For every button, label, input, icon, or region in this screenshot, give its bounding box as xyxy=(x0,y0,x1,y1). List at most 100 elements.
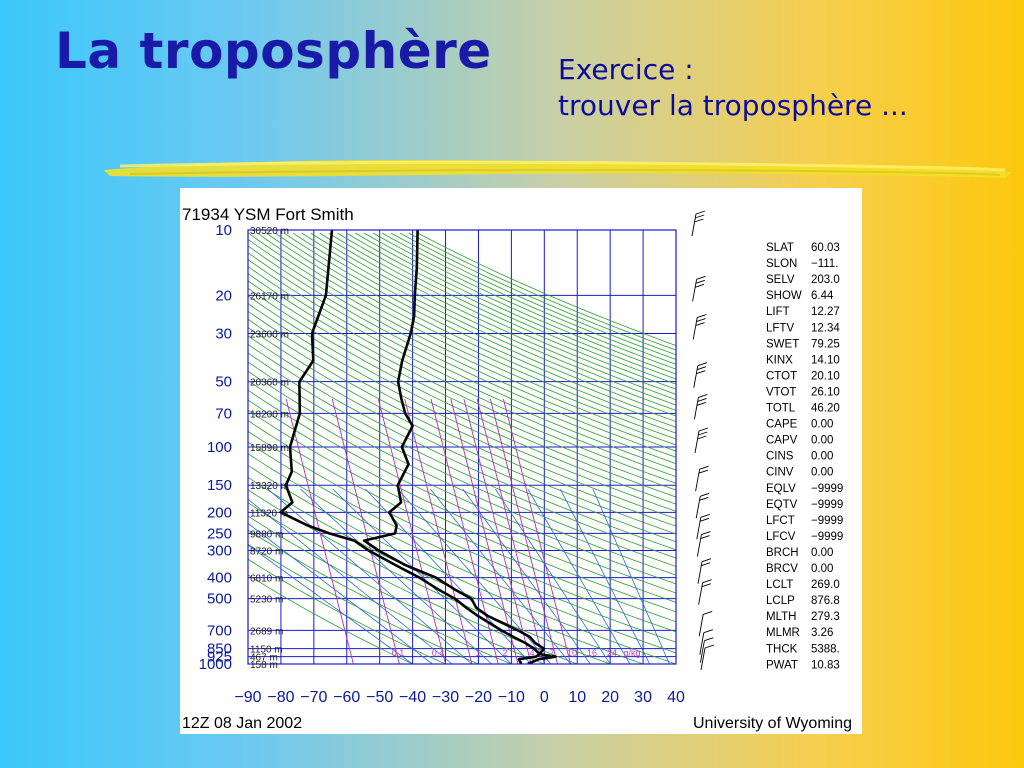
dry-adiabat-line xyxy=(248,273,676,484)
dry-adiabat-line xyxy=(248,361,676,567)
mixing-ratio-label: 16 xyxy=(587,648,597,658)
dry-adiabat-line xyxy=(328,232,676,395)
wind-barb-column xyxy=(691,210,715,671)
height-tick-label: 30520 m xyxy=(250,226,289,237)
dry-adiabat-line xyxy=(292,232,676,417)
wind-barb xyxy=(692,314,707,340)
wind-barb xyxy=(698,610,713,637)
dry-adiabat-line xyxy=(248,502,578,664)
dry-adiabat-line xyxy=(310,232,676,406)
mixing-ratio-label: 24 xyxy=(607,648,617,658)
slide-subtitle: Exercice : trouver la troposphère ... xyxy=(558,52,908,124)
pressure-tick-label: 700 xyxy=(207,622,232,639)
index-value: 12.34 xyxy=(811,322,840,334)
wind-barb xyxy=(696,531,711,557)
moist-adiabat-line xyxy=(248,544,413,664)
temperature-tick-label: −60 xyxy=(333,689,360,706)
dry-adiabat-line xyxy=(248,252,676,465)
dry-adiabat-line xyxy=(248,232,676,446)
temperature-tick-label: 30 xyxy=(634,689,652,706)
height-tick-label: 6810 m xyxy=(250,574,283,585)
chart-footer-source: University of Wyoming xyxy=(693,715,852,732)
moist-adiabat-line xyxy=(248,498,453,664)
dry-adiabat-line xyxy=(248,558,446,664)
dry-adiabat-line xyxy=(248,430,676,633)
mixing-ratio-label: 10 xyxy=(567,648,577,658)
height-tick-label: 5230 m xyxy=(250,595,283,606)
temperature-tick-label: −20 xyxy=(465,689,492,706)
index-label: MLTH xyxy=(766,611,796,623)
dry-adiabat-line xyxy=(248,310,676,520)
pressure-tick-label: 70 xyxy=(215,405,232,422)
dry-adiabat-line xyxy=(417,232,676,346)
height-tick-label: 20360 m xyxy=(250,378,289,389)
index-label: CTOT xyxy=(766,370,797,382)
mixing-ratio-line xyxy=(450,398,519,664)
index-label: EQTV xyxy=(766,499,798,511)
mixing-ratio-line xyxy=(430,398,499,664)
height-tick-label: 8720 m xyxy=(250,547,283,558)
index-label: LCLT xyxy=(766,579,793,591)
wind-barb xyxy=(695,465,709,492)
temperature-tick-label: −40 xyxy=(399,689,426,706)
wind-barb xyxy=(695,492,710,519)
dry-adiabat-line xyxy=(257,232,676,440)
index-label: CINS xyxy=(766,451,794,463)
wind-barb xyxy=(693,393,708,420)
dry-adiabat-line xyxy=(382,232,676,365)
index-value: 0.00 xyxy=(811,563,833,575)
index-value: 5388. xyxy=(811,643,840,655)
mixing-ratio-line xyxy=(489,398,558,664)
wind-barb xyxy=(697,558,712,584)
temperature-tick-label: −90 xyxy=(234,689,261,706)
index-label: SLON xyxy=(766,258,797,270)
index-label: BRCH xyxy=(766,547,799,559)
index-label: LFCV xyxy=(766,531,796,543)
dry-adiabat-line xyxy=(248,529,512,664)
dry-adiabat-line xyxy=(248,409,676,613)
dry-adiabat-line xyxy=(248,280,676,491)
index-value: 3.26 xyxy=(811,627,833,639)
moist-adiabat-line xyxy=(462,488,591,664)
index-label: TOTL xyxy=(766,403,796,415)
mixing-ratio-line xyxy=(377,398,446,664)
index-value: −9999 xyxy=(811,515,843,527)
dry-adiabat-line xyxy=(248,370,676,576)
temperature-tick-label: 20 xyxy=(601,689,619,706)
plot-frame xyxy=(247,229,677,665)
dry-adiabat-line xyxy=(248,259,676,471)
index-label: SHOW xyxy=(766,290,802,302)
dry-adiabat-line xyxy=(248,380,676,585)
dry-adiabat-line xyxy=(248,266,676,478)
wind-barb xyxy=(699,637,714,663)
index-value: 20.10 xyxy=(811,370,840,382)
height-tick-label: 2689 m xyxy=(250,626,283,637)
pressure-tick-label: 1000 xyxy=(199,656,232,673)
pressure-tick-label: 20 xyxy=(215,287,232,304)
dry-adiabat-line xyxy=(248,238,676,452)
dry-adiabat-line xyxy=(373,232,676,370)
wind-barb xyxy=(699,629,713,655)
mixing-ratio-label: g/kg xyxy=(623,648,640,658)
moist-adiabat-line xyxy=(267,488,473,664)
dry-adiabat-line xyxy=(337,232,676,390)
chart-footer-date: 12Z 08 Jan 2002 xyxy=(182,715,302,732)
wind-barb xyxy=(691,210,706,237)
moist-adiabat-line xyxy=(300,488,492,664)
mixing-ratio-line xyxy=(404,398,473,664)
plot-area: 1020305070100150200250300400500700850925… xyxy=(199,222,685,706)
mixing-ratio-line xyxy=(331,398,400,664)
dry-adiabat-line xyxy=(364,232,676,375)
index-value: 14.10 xyxy=(811,354,840,366)
mixing-ratio-line xyxy=(285,398,354,664)
wind-barb xyxy=(694,427,709,454)
moist-adiabat-line xyxy=(248,522,433,664)
index-label: PWAT xyxy=(766,659,798,671)
index-label: SWET xyxy=(766,338,799,350)
wind-barb xyxy=(693,362,707,388)
dry-adiabat-line xyxy=(274,232,676,428)
height-tick-label: 158 m xyxy=(250,660,278,671)
dry-adiabat-line xyxy=(248,453,676,654)
pressure-tick-label: 10 xyxy=(215,222,232,239)
temperature-tick-label: −80 xyxy=(267,689,294,706)
